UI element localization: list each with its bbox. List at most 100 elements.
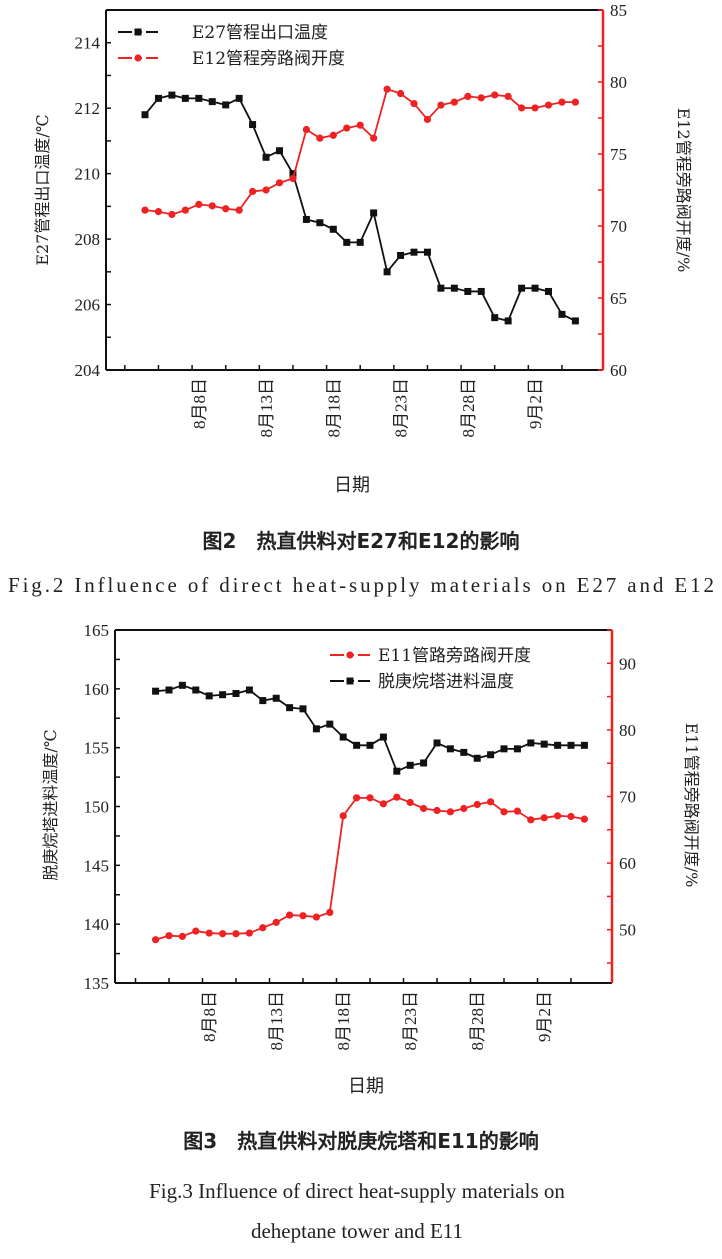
chart-1-data-point-circle: [195, 200, 203, 208]
chart-1-data-point-circle: [262, 186, 270, 194]
chart-2: 135 140 145 150 155 160 165 50 60 70 80 90 8月8日 8月13日…: [41, 621, 701, 1097]
chart-2-data-point-circle: [420, 804, 428, 813]
chart-2-data-point-circle: [259, 924, 267, 932]
chart-2-left-tick-label: 155: [84, 739, 110, 758]
chart-1-data-point-square: [437, 284, 445, 292]
chart-1-left-tick-label: 204: [75, 361, 101, 380]
chart-2-data-point-square: [232, 690, 240, 698]
chart-2-data-point-circle: [487, 798, 495, 806]
chart-2-data-point-square: [219, 691, 227, 699]
chart-1-left-tick-label: 210: [75, 165, 101, 184]
chart-2-data-point-square: [527, 739, 535, 747]
chart-2-data-point-square: [500, 745, 508, 753]
chart-2-data-point-circle: [554, 812, 562, 820]
chart-1-data-point-circle: [477, 94, 485, 102]
chart-2-x-tick-label: 8月28日: [468, 991, 487, 1051]
chart-2-left-tick-label: 165: [84, 621, 110, 640]
chart-1-data-point-circle: [491, 91, 499, 99]
chart-1-data-point-circle: [518, 104, 526, 112]
chart-1-data-point-circle: [450, 98, 458, 106]
chart-2-data-point-circle: [433, 806, 441, 815]
chart-2-left-tick-label: 145: [84, 856, 110, 875]
chart-1-left-tick-label: 206: [75, 296, 101, 315]
chart-2-legend-label-1: E11管路旁路阀开度: [378, 646, 531, 666]
chart-1-data-point-circle: [222, 205, 230, 213]
chart-2-data-point-square: [554, 741, 562, 749]
chart-1-data-point-square: [208, 98, 216, 106]
chart-1-data-point-square: [316, 219, 324, 227]
chart-1-data-point-square: [181, 94, 189, 102]
chart-2-left-tick-label: 140: [84, 915, 110, 934]
chart-2-data-point-circle: [460, 804, 468, 813]
chart-1-series-line-2: [144, 88, 576, 216]
chart-1-data-point-circle: [302, 125, 310, 134]
chart-1-data-point-circle: [410, 100, 418, 108]
chart-2-data-point-square: [540, 740, 548, 748]
chart-1-data-point-circle: [423, 115, 432, 124]
chart-2-data-point-circle: [152, 936, 160, 944]
chart-2-data-point-square: [353, 741, 361, 749]
chart-1-data-point-square: [370, 209, 378, 217]
chart-2-data-point-circle: [446, 808, 454, 816]
chart-1-left-axis-title: E27管程出口温度/℃: [33, 114, 52, 265]
chart-1-data-point-square: [222, 101, 230, 109]
chart-2-data-point-square: [286, 704, 294, 712]
chart-2-data-point-square: [339, 733, 347, 741]
chart-1-data-point-circle: [464, 92, 472, 100]
chart-2-data-point-circle: [406, 798, 414, 807]
chart-1-data-point-square: [262, 153, 270, 161]
chart-1-x-tick-label: 9月2日: [526, 378, 545, 429]
chart-1-data-point-circle: [531, 104, 539, 112]
chart-2-data-point-circle: [540, 814, 548, 822]
chart-2-data-point-square: [393, 767, 401, 775]
chart-2-data-point-square: [379, 733, 387, 741]
chart-2-data-point-square: [433, 739, 441, 747]
chart-1-data-point-square: [289, 170, 297, 178]
chart-2-data-point-square: [245, 686, 253, 694]
chart-2-right-tick-label: 50: [619, 921, 636, 940]
chart-2-left-axis-title: 脱庚烷塔进料温度/℃: [41, 729, 60, 880]
chart-1-x-tick-label: 8月23日: [392, 378, 411, 438]
chart-2-data-point-square: [259, 697, 267, 705]
chart-1-data-point-circle: [316, 134, 324, 142]
chart-1-data-point-circle: [154, 208, 163, 216]
chart-1-data-point-square: [545, 287, 552, 295]
chart-2-data-point-square: [567, 741, 575, 749]
chart-2-x-tick-label: 9月2日: [535, 991, 554, 1042]
chart-2-data-point-square: [178, 681, 186, 689]
chart-2-data-point-square: [513, 745, 521, 753]
figure-3-caption-en-line-2: deheptane tower and E11: [251, 1219, 463, 1243]
chart-1-data-point-square: [397, 251, 405, 259]
chart-1-data-point-circle: [437, 101, 445, 109]
chart-1-data-point-square: [235, 94, 243, 102]
chart-1-data-point-square: [154, 94, 162, 102]
chart-2-legend-label-2: 脱庚烷塔进料温度: [378, 672, 514, 692]
chart-2-right-tick-label: 80: [619, 721, 636, 740]
chart-1-data-point-square: [558, 310, 566, 318]
chart-1-data-point-square: [491, 314, 499, 322]
chart-2-data-point-circle: [205, 929, 213, 937]
chart-1-data-point-square: [195, 94, 203, 102]
chart-1-x-tick-label: 8月8日: [190, 378, 209, 429]
chart-2-data-point-circle: [500, 808, 508, 816]
chart-2-data-point-square: [487, 751, 495, 759]
chart-1-x-tick-label: 8月28日: [459, 378, 478, 438]
chart-2-data-point-square: [580, 741, 588, 749]
chart-2-data-point-circle: [326, 908, 334, 917]
chart-1-data-point-square: [464, 287, 472, 295]
chart-2-data-point-circle: [513, 807, 522, 815]
chart-1-data-point-circle: [329, 131, 337, 139]
chart-2-left-tick-label: 150: [84, 798, 110, 817]
chart-1: 204 206 208 210 212 214 60 65 70 75 80 85 8月8日 8月13日 8…: [33, 1, 693, 496]
chart-1-data-point-circle: [396, 89, 405, 98]
chart-2-data-point-circle: [312, 913, 320, 921]
chart-2-data-point-circle: [353, 794, 361, 802]
chart-2-data-point-circle: [165, 932, 173, 940]
chart-2-right-tick-label: 70: [619, 788, 636, 807]
chart-2-data-point-circle: [366, 794, 374, 802]
chart-1-data-point-circle: [168, 210, 176, 219]
chart-1-data-point-circle: [289, 174, 297, 183]
chart-1-legend-marker-2: [134, 54, 142, 62]
chart-1-right-tick-label: 60: [610, 361, 627, 380]
